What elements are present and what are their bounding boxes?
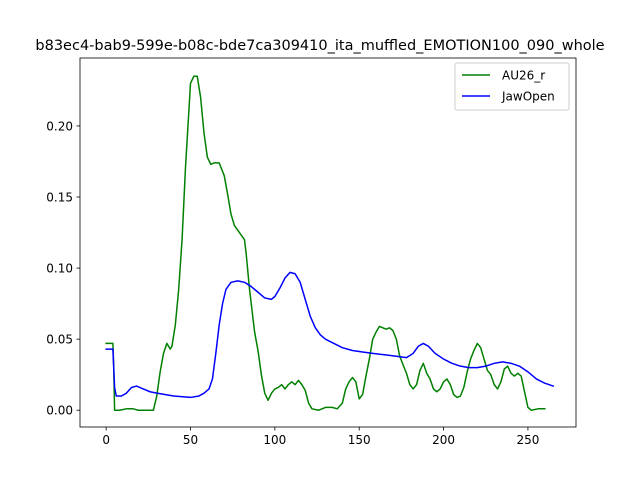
x-tick-label: 50 [183,433,198,447]
chart-title: b83ec4-bab9-599e-b08c-bde7ca309410_ita_m… [35,38,604,54]
legend-label-1: AU26_r [502,69,545,83]
series-line-2 [105,271,555,399]
x-tick-label: 250 [516,433,539,447]
series-layer [105,75,555,411]
y-tick-label: 0.20 [46,119,73,133]
plot-frame [79,57,577,428]
legend-label-2: JawOpen [501,90,555,104]
y-tick-label: 0.10 [46,262,73,276]
y-tick-label: 0.15 [46,191,73,205]
axes-layer: 0 50 100 150 200 250 0.00 0.05 0.10 0.15 0.20 [46,57,577,447]
y-tick-label: 0.05 [46,333,73,347]
series-line-1 [105,75,546,411]
x-tick-label: 100 [263,433,286,447]
x-tick-label: 0 [102,433,110,447]
x-tick-label: 150 [348,433,371,447]
x-tick-label: 200 [432,433,455,447]
y-tick-label: 0.00 [46,404,73,418]
legend: AU26_r JawOpen [454,62,570,111]
